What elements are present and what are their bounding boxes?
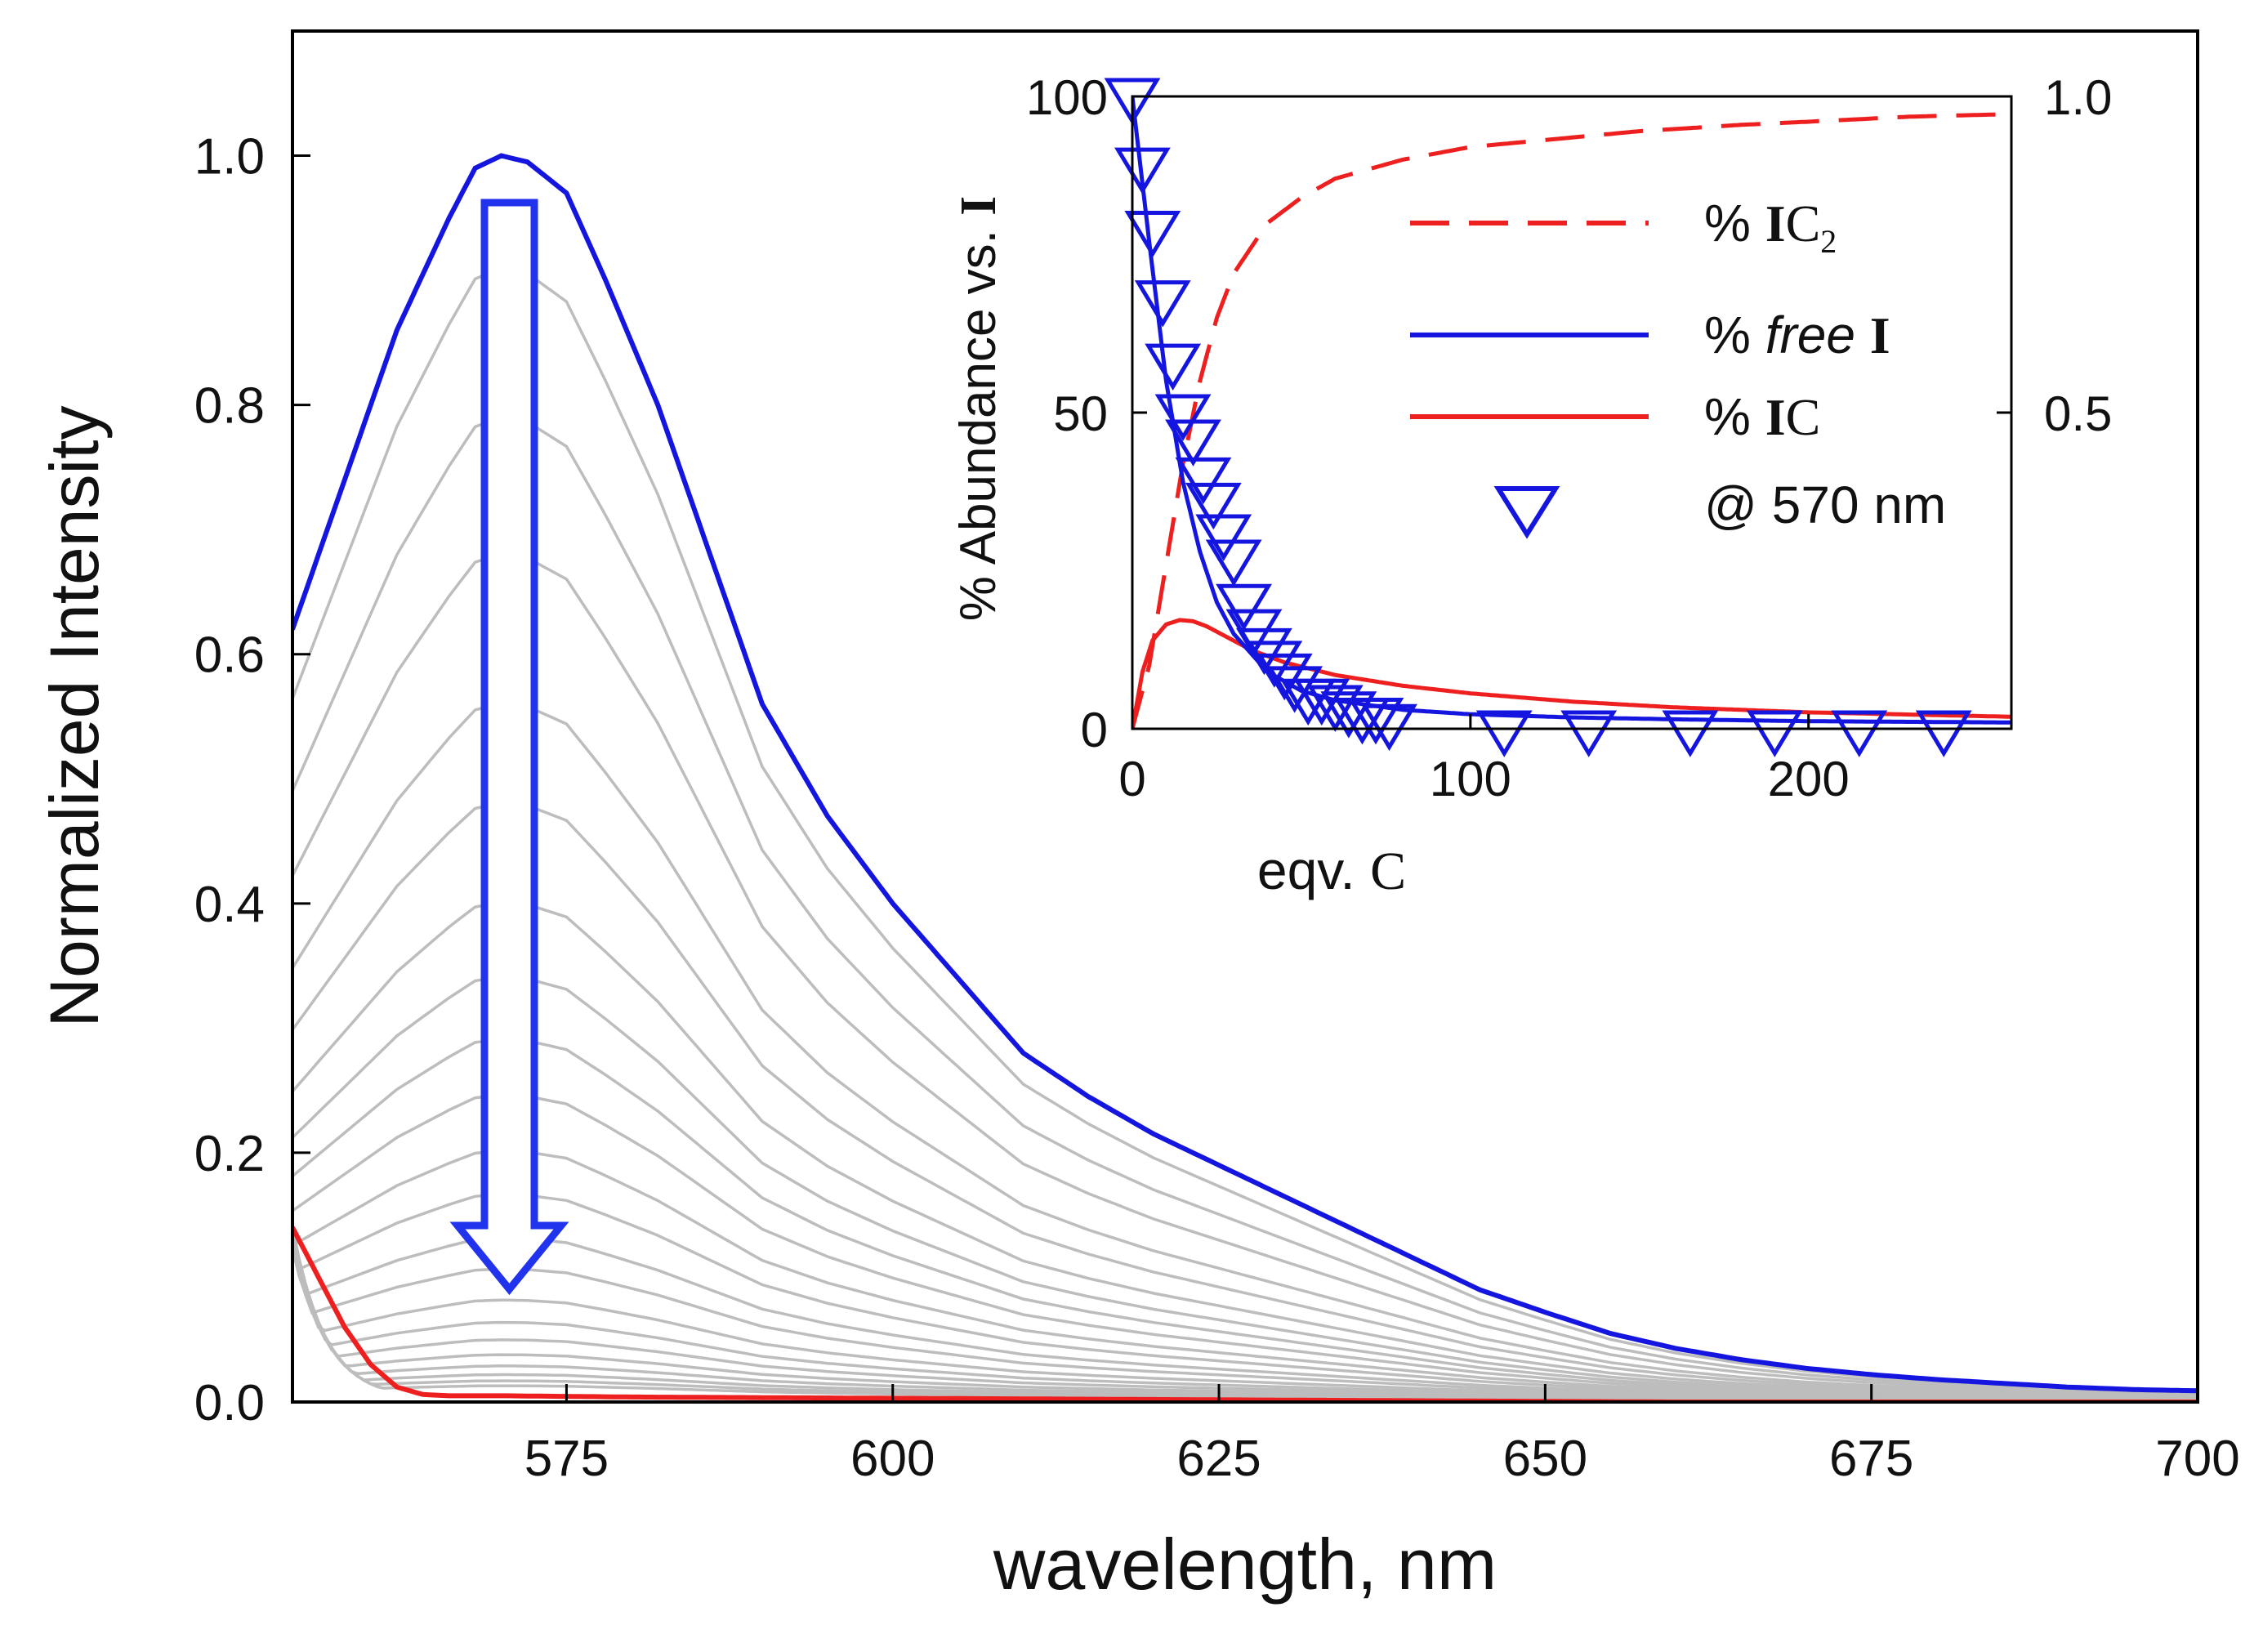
inset-x-tick-label: 100 [1430, 752, 1511, 806]
spectrum-intermediate-12 [292, 1236, 2198, 1400]
inset-x-axis-label: eqv. C [1257, 840, 1406, 901]
inset-x-axis-label-text: eqv. [1257, 840, 1370, 900]
spectrum-intermediate-17 [292, 1230, 2198, 1401]
inset-marker-570nm [1831, 710, 1888, 757]
inset-markers [1104, 78, 1972, 757]
legend-label-free: % free I [1704, 306, 1890, 364]
inset-y2-tick-label: 0.5 [2044, 386, 2112, 441]
inset-marker-570nm [1124, 211, 1181, 258]
spectrum-intermediate-6 [292, 900, 2198, 1398]
main-axes-ticks: 575 600 625 650 675 700 0.0 0.2 0.4 0.6 0.8 1.0 [194, 129, 2240, 1487]
inset-marker-570nm [1145, 343, 1202, 391]
inset-curve-ic2 [1132, 112, 2011, 729]
inset-marker-570nm [1915, 710, 1972, 757]
main-x-tick-label: 650 [1503, 1431, 1587, 1487]
main-y-tick-label: 1.0 [194, 129, 265, 185]
spectrum-final [292, 1226, 2198, 1402]
spectrum-intermediate-18 [292, 1229, 2198, 1401]
spectrum-intermediate-4 [292, 701, 2198, 1396]
legend-swatch-marker [1493, 486, 1560, 539]
inset-marker-570nm [1347, 698, 1404, 745]
main-chart: 575 600 625 650 675 700 0.0 0.2 0.4 0.6 0.8 1.0 wav… [36, 29, 2240, 1605]
main-y-tick-label: 0.4 [194, 877, 265, 933]
spectrum-intermediate-2 [292, 415, 2198, 1395]
inset-marker-570nm [1154, 394, 1212, 441]
inset-y2-tick-label: 1.0 [2044, 70, 2112, 125]
inset-y-axis-label-symbol: I [951, 196, 1007, 216]
spectrum-intermediate-20 [292, 1227, 2198, 1401]
main-y-tick-label: 0.2 [194, 1126, 265, 1182]
main-x-tick-label: 625 [1176, 1431, 1261, 1487]
inset-y-axis-label-text: % Abundance vs. [950, 216, 1007, 621]
inset-marker-570nm [1306, 685, 1364, 732]
inset-marker-570nm [1114, 147, 1171, 194]
inset-chart: 0 100 200 0 50 100 0.5 1.0 eqv. C % Abundance v… [950, 70, 2112, 901]
main-spectra [292, 153, 2198, 1402]
inset-y-axis-label: % Abundance vs. I [950, 196, 1007, 621]
spectrum-intermediate-16 [292, 1233, 2198, 1401]
inset-y-tick-label: 0 [1081, 703, 1108, 757]
spectrum-initial [292, 153, 2198, 1394]
inset-marker-570nm [1104, 78, 1161, 125]
legend-label-ic2: % IC2 [1704, 194, 1837, 260]
main-x-tick-label: 600 [850, 1431, 935, 1487]
inset-y-tick-label: 100 [1026, 70, 1108, 125]
inset-marker-570nm [1205, 539, 1262, 587]
spectrum-intermediate-7 [292, 975, 2198, 1399]
inset-x-axis-label-symbol: C [1370, 842, 1406, 901]
main-y-tick-label: 0.6 [194, 627, 265, 684]
inset-marker-570nm [1475, 710, 1533, 757]
inset-x-tick-label: 200 [1768, 752, 1850, 806]
inset-marker-570nm [1256, 653, 1313, 701]
inset-marker-570nm [1185, 482, 1242, 530]
inset-marker-570nm [1134, 280, 1191, 328]
inset-legend: % IC2 % free I % IC @ 570 nm [1410, 194, 1946, 539]
inset-marker-570nm [1175, 457, 1232, 505]
inset-marker-570nm [1560, 710, 1618, 757]
inset-marker-570nm [1165, 419, 1221, 467]
inset-marker-570nm [1746, 710, 1803, 757]
spectrum-intermediate-3 [292, 551, 2198, 1395]
spectrum-intermediate-19 [292, 1228, 2198, 1401]
legend-label-marker: @ 570 nm [1704, 476, 1946, 534]
main-x-tick-label: 700 [2155, 1431, 2239, 1487]
legend-label-ic: % IC [1704, 387, 1820, 446]
main-y-tick-label: 0.0 [194, 1375, 265, 1431]
main-x-tick-label: 675 [1829, 1431, 1913, 1487]
inset-marker-570nm [1235, 627, 1292, 676]
spectrum-intermediate-5 [292, 801, 2198, 1397]
main-y-tick-label: 0.8 [194, 378, 265, 435]
inset-marker-570nm [1246, 641, 1303, 688]
main-plot-frame [291, 29, 2199, 1404]
inset-marker-570nm [1293, 678, 1350, 726]
inset-marker-570nm [1266, 666, 1323, 713]
spectrum-intermediate-21 [292, 1226, 2198, 1401]
inset-axes-ticks: 0 100 200 0 50 100 0.5 1.0 [1026, 70, 2113, 806]
inset-x-tick-label: 0 [1118, 752, 1145, 806]
inset-marker-570nm [1216, 583, 1272, 632]
inset-marker-570nm [1195, 514, 1252, 561]
decrease-arrow [449, 199, 569, 1296]
main-x-tick-label: 575 [524, 1431, 609, 1487]
inset-y-tick-label: 50 [1053, 386, 1108, 441]
inset-marker-570nm [1662, 710, 1719, 757]
main-x-axis-label: wavelength, nm [993, 1524, 1497, 1605]
inset-marker-570nm [1361, 703, 1417, 752]
main-y-axis-label: Normalized Intensity [36, 406, 113, 1028]
inset-background [1132, 96, 2011, 729]
